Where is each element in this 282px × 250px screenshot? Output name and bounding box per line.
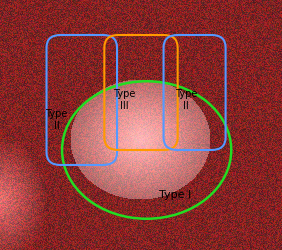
Text: Type
II: Type II xyxy=(175,89,197,111)
Text: Type
III: Type III xyxy=(113,89,135,111)
Text: Type I: Type I xyxy=(159,190,191,200)
Text: Type
II: Type II xyxy=(45,109,68,131)
